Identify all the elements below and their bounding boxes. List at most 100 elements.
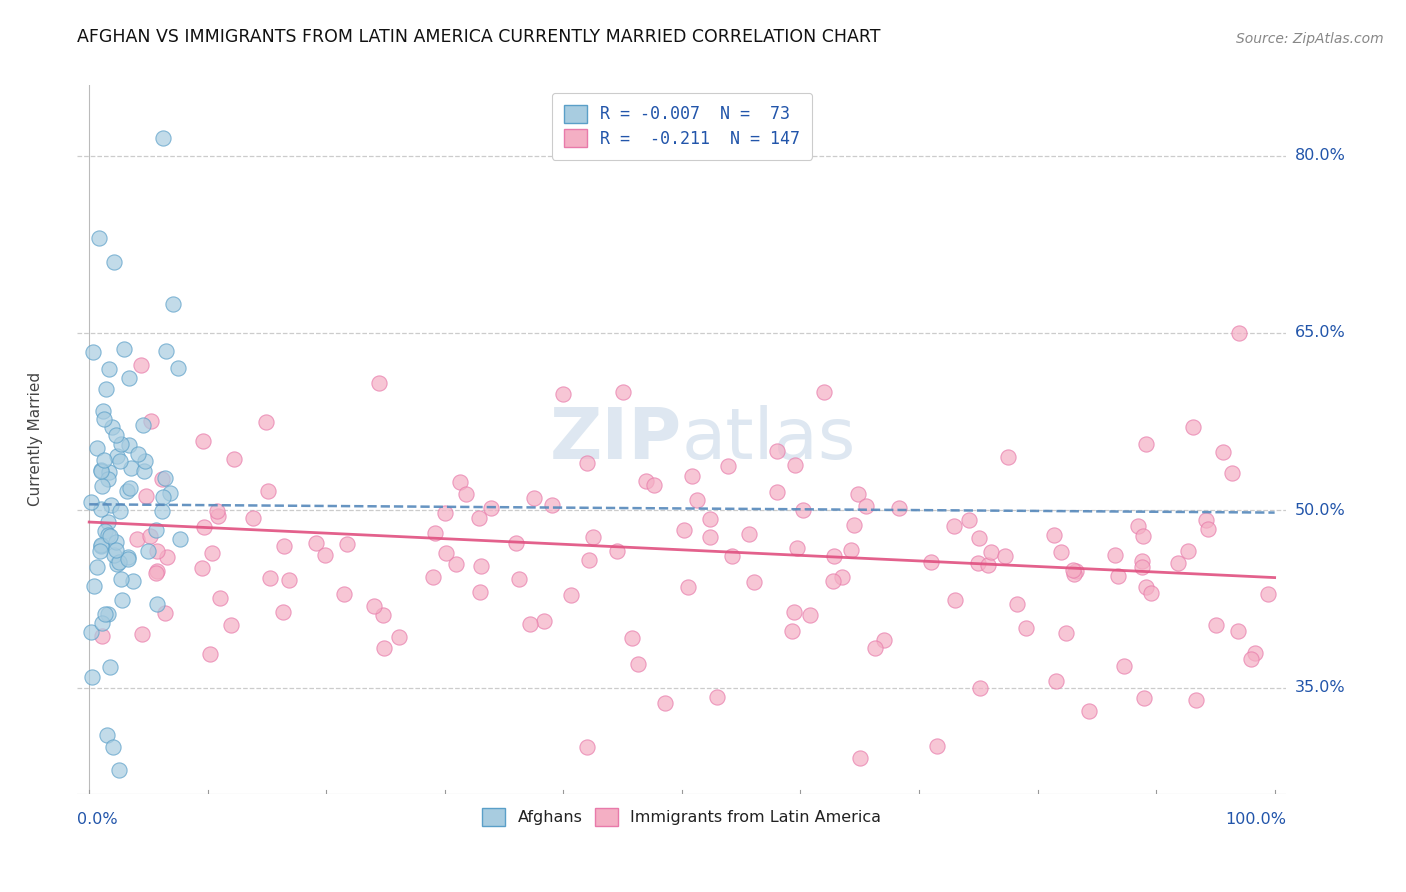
Point xyxy=(90,538,112,552)
Point xyxy=(578,553,600,567)
Point xyxy=(1240,651,1263,665)
Point xyxy=(470,559,492,574)
Point xyxy=(1227,326,1250,340)
Point xyxy=(132,418,155,433)
Legend: Afghans, Immigrants from Latin America: Afghans, Immigrants from Latin America xyxy=(477,802,887,832)
Point xyxy=(129,359,152,373)
Text: 35.0%: 35.0% xyxy=(1295,680,1346,695)
Point xyxy=(97,472,120,486)
Text: Currently Married: Currently Married xyxy=(28,372,42,507)
Text: 65.0%: 65.0% xyxy=(1295,326,1346,341)
Point xyxy=(957,513,980,527)
Point xyxy=(1195,513,1218,527)
Point xyxy=(97,527,120,541)
Point xyxy=(91,478,114,492)
Point xyxy=(582,530,605,544)
Point xyxy=(863,641,886,656)
Point xyxy=(93,453,115,467)
Point xyxy=(136,543,159,558)
Point xyxy=(105,535,128,549)
Point xyxy=(621,631,644,645)
Point xyxy=(146,544,169,558)
Point xyxy=(111,593,134,607)
Text: Source: ZipAtlas.com: Source: ZipAtlas.com xyxy=(1236,32,1384,45)
Point xyxy=(434,546,457,560)
Point xyxy=(336,536,359,550)
Point xyxy=(155,471,177,485)
Point xyxy=(654,696,676,710)
Point xyxy=(1130,554,1153,568)
Point xyxy=(150,504,173,518)
Point xyxy=(152,490,174,504)
Point xyxy=(686,493,709,508)
Point xyxy=(1140,586,1163,600)
Point xyxy=(1197,522,1219,536)
Point xyxy=(541,498,564,512)
Point xyxy=(423,526,446,541)
Point xyxy=(139,529,162,543)
Point xyxy=(86,441,108,455)
Point xyxy=(551,386,574,401)
Text: ZIP: ZIP xyxy=(550,405,682,474)
Point xyxy=(780,624,803,638)
Point xyxy=(368,376,391,390)
Point xyxy=(108,555,131,569)
Point xyxy=(91,403,114,417)
Point xyxy=(1135,580,1157,594)
Point xyxy=(1064,564,1087,578)
Point xyxy=(94,382,117,396)
Text: 80.0%: 80.0% xyxy=(1295,148,1346,163)
Point xyxy=(259,571,281,585)
Point xyxy=(305,536,328,550)
Point xyxy=(831,570,853,584)
Point xyxy=(169,533,191,547)
Point xyxy=(842,518,865,533)
Point xyxy=(90,539,112,553)
Point xyxy=(1226,624,1249,638)
Point xyxy=(1005,597,1028,611)
Point xyxy=(887,501,910,516)
Point xyxy=(127,447,149,461)
Point xyxy=(271,605,294,619)
Point xyxy=(146,564,169,578)
Point xyxy=(1043,528,1066,542)
Point xyxy=(94,524,117,538)
Point xyxy=(1128,519,1150,533)
Point xyxy=(873,633,896,648)
Point xyxy=(699,530,721,544)
Point xyxy=(103,255,125,269)
Point xyxy=(191,434,214,449)
Point xyxy=(799,607,821,622)
Point xyxy=(1257,587,1279,601)
Point xyxy=(846,487,869,501)
Point xyxy=(90,462,112,476)
Point xyxy=(560,588,582,602)
Point xyxy=(1181,420,1204,434)
Point xyxy=(254,415,277,429)
Point xyxy=(101,739,124,754)
Point xyxy=(1054,626,1077,640)
Point xyxy=(90,615,112,630)
Point xyxy=(1050,545,1073,559)
Point xyxy=(117,549,139,564)
Point xyxy=(1177,544,1199,558)
Point xyxy=(1063,566,1085,581)
Point xyxy=(107,557,129,571)
Point xyxy=(505,535,527,549)
Point xyxy=(920,555,942,569)
Point xyxy=(792,503,814,517)
Point xyxy=(699,512,721,526)
Text: atlas: atlas xyxy=(682,405,856,474)
Point xyxy=(1167,556,1189,570)
Point xyxy=(93,411,115,425)
Point xyxy=(110,573,132,587)
Point xyxy=(141,414,163,428)
Point xyxy=(98,465,121,479)
Point xyxy=(576,456,599,470)
Point xyxy=(444,558,467,572)
Point xyxy=(1185,693,1208,707)
Point xyxy=(219,618,242,632)
Point xyxy=(612,385,634,400)
Point xyxy=(191,561,214,575)
Point xyxy=(96,728,118,742)
